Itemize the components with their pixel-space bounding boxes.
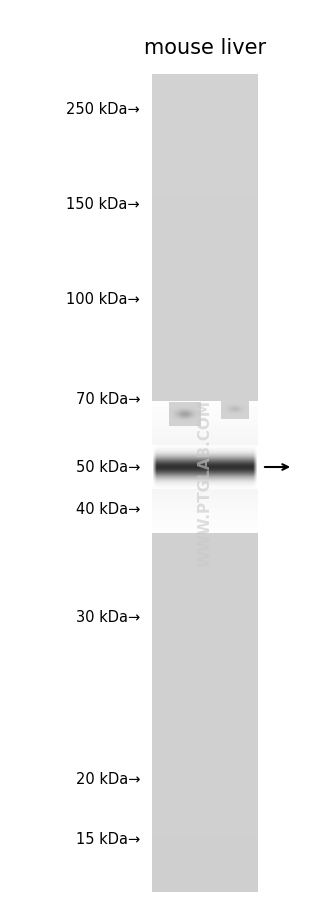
Text: mouse liver: mouse liver [144, 38, 266, 58]
Text: 50 kDa→: 50 kDa→ [76, 460, 140, 475]
Text: 70 kDa→: 70 kDa→ [76, 392, 140, 407]
Text: 100 kDa→: 100 kDa→ [66, 292, 140, 308]
Text: 30 kDa→: 30 kDa→ [76, 610, 140, 625]
Text: 150 kDa→: 150 kDa→ [66, 198, 140, 212]
Text: 15 kDa→: 15 kDa→ [76, 832, 140, 847]
Text: WWW.PTGLAB.COM: WWW.PTGLAB.COM [197, 400, 212, 566]
Text: 250 kDa→: 250 kDa→ [66, 103, 140, 117]
Text: 40 kDa→: 40 kDa→ [76, 502, 140, 517]
Text: 20 kDa→: 20 kDa→ [76, 771, 140, 787]
